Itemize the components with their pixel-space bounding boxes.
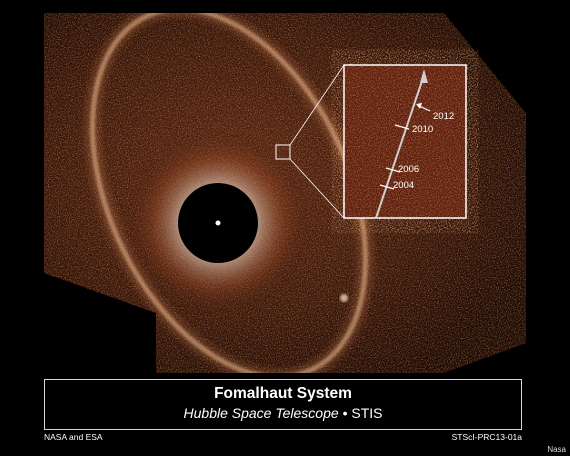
inset-panel (343, 64, 467, 219)
credit-agencies: NASA and ESA (44, 432, 103, 442)
background-source (340, 294, 348, 302)
orbit-track-line (375, 74, 425, 219)
year-label-2006: 2006 (398, 164, 420, 175)
star-dot (215, 220, 221, 226)
caption-subtitle: Hubble Space Telescope • STIS (45, 405, 521, 421)
subtitle-separator: • (342, 405, 348, 421)
orbit-arrow-head (420, 69, 428, 83)
zoom-line-bottom (289, 158, 345, 219)
year-label-2010: 2010 (412, 124, 434, 135)
fomalhaut-image: 2012 2010 2006 2004 (44, 13, 526, 433)
zoom-region-box (275, 144, 291, 160)
telescope-name: Hubble Space Telescope (183, 405, 339, 421)
caption-title: Fomalhaut System (214, 385, 352, 402)
year-label-2004: 2004 (393, 180, 415, 191)
caption-box: Fomalhaut System Hubble Space Telescope … (44, 379, 522, 430)
planet-pointer-arrow (418, 105, 431, 112)
instrument-name: STIS (351, 405, 383, 421)
year-label-2012: 2012 (433, 111, 455, 122)
credit-release-id: STScI-PRC13-01a (451, 432, 522, 442)
zoom-line-top (289, 64, 345, 146)
astronomical-image (44, 13, 526, 373)
source-watermark: Nasa (547, 445, 566, 454)
